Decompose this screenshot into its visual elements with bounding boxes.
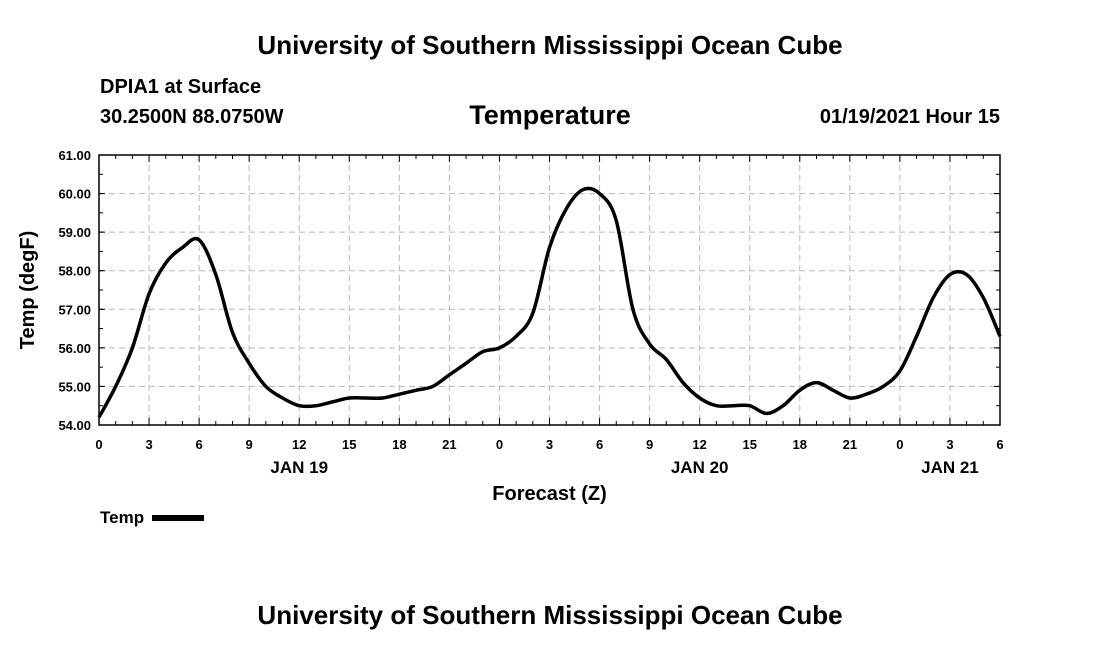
legend: Temp bbox=[100, 508, 205, 528]
x-tick-label: 0 bbox=[496, 437, 503, 452]
station-name: DPIA1 at Surface bbox=[100, 76, 262, 98]
page-title: University of Southern Mississippi Ocean… bbox=[257, 30, 843, 60]
y-tick-label: 56.00 bbox=[58, 341, 91, 356]
x-axis: 0 3 6 9 12 15 18 21 0 3 6 9 12 15 18 21 0 3 6 bbox=[95, 155, 1004, 452]
y-tick-label: 61.00 bbox=[58, 148, 91, 163]
y-axis-label: Temp (degF) bbox=[17, 231, 39, 350]
chart-title: Temperature bbox=[469, 100, 631, 130]
x-tick-label: 3 bbox=[145, 437, 152, 452]
x-tick-label: 3 bbox=[546, 437, 553, 452]
x-tick-label: 0 bbox=[896, 437, 903, 452]
y-tick-label: 54.00 bbox=[58, 418, 91, 433]
day-label: JAN 19 bbox=[270, 458, 328, 477]
y-tick-label: 57.00 bbox=[58, 302, 91, 317]
x-tick-label: 15 bbox=[742, 437, 756, 452]
x-tick-label: 6 bbox=[996, 437, 1003, 452]
legend-label: Temp bbox=[100, 508, 145, 527]
x-tick-label: 18 bbox=[392, 437, 406, 452]
y-tick-label: 59.00 bbox=[58, 225, 91, 240]
y-axis: 54.00 55.00 56.00 57.00 58.00 59.00 60.00 61.00 bbox=[58, 148, 1000, 433]
y-tick-label: 58.00 bbox=[58, 264, 91, 279]
day-label: JAN 20 bbox=[671, 458, 729, 477]
x-tick-label: 0 bbox=[95, 437, 102, 452]
x-tick-label: 6 bbox=[596, 437, 603, 452]
temp-series-line bbox=[97, 186, 1002, 419]
x-tick-label: 15 bbox=[342, 437, 356, 452]
x-tick-label: 21 bbox=[843, 437, 857, 452]
grid-lines bbox=[99, 155, 1000, 425]
day-label: JAN 21 bbox=[921, 458, 979, 477]
day-labels: JAN 19 JAN 20 JAN 21 bbox=[270, 458, 978, 477]
x-tick-label: 9 bbox=[246, 437, 253, 452]
x-axis-label: Forecast (Z) bbox=[492, 483, 606, 505]
station-coordinates: 30.2500N 88.0750W bbox=[100, 106, 284, 128]
x-tick-label: 9 bbox=[646, 437, 653, 452]
footer-title: University of Southern Mississippi Ocean… bbox=[257, 600, 843, 630]
legend-swatch bbox=[152, 515, 205, 521]
y-tick-label: 55.00 bbox=[58, 379, 91, 394]
x-tick-label: 18 bbox=[793, 437, 807, 452]
x-tick-label: 12 bbox=[692, 437, 706, 452]
y-tick-label: 60.00 bbox=[58, 187, 91, 202]
x-tick-label: 21 bbox=[442, 437, 456, 452]
x-tick-label: 12 bbox=[292, 437, 306, 452]
x-tick-label: 6 bbox=[195, 437, 202, 452]
x-tick-label: 3 bbox=[946, 437, 953, 452]
forecast-datetime: 01/19/2021 Hour 15 bbox=[819, 106, 1000, 128]
